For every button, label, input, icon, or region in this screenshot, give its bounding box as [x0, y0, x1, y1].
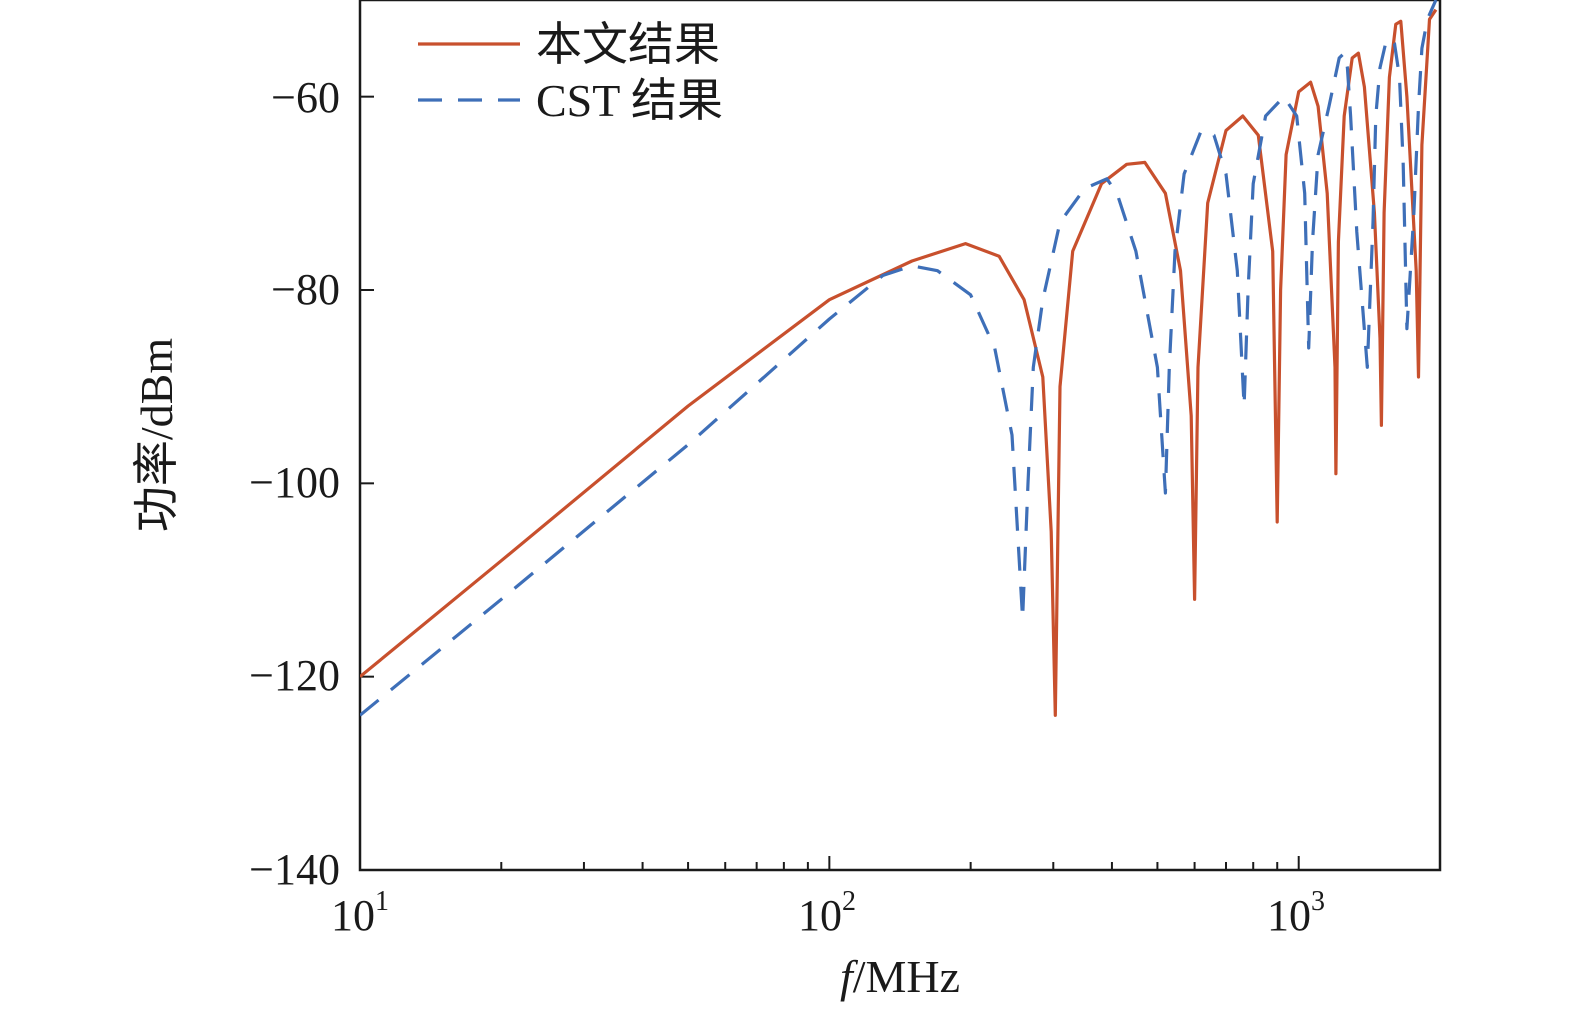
y-tick-label-60: −60: [271, 73, 340, 122]
y-axis-ticks: [360, 95, 374, 871]
x-tick-label-2: 102: [798, 886, 856, 940]
y-tick-label-80: −80: [271, 265, 340, 314]
y-tick-label-100: −100: [249, 458, 340, 507]
x-axis-label: f/MHz: [840, 951, 960, 1002]
y-tick-label-140: −140: [249, 845, 340, 894]
x-axis-ticks: [359, 856, 1441, 870]
legend: 本文结果 CST 结果: [418, 19, 723, 126]
series-layer: [360, 0, 1438, 717]
series-line-cst: [360, 0, 1438, 717]
plot-frame: [358, 0, 1442, 872]
series-line-this-paper: [360, 8, 1438, 717]
x-tick-label-3: 103: [1267, 886, 1325, 940]
x-tick-label-1: 101: [331, 886, 389, 940]
y-axis-label: 功率/dBm: [131, 338, 182, 532]
legend-label-1: 本文结果: [536, 19, 720, 70]
legend-label-2: CST 结果: [536, 75, 723, 126]
y-tick-label-120: −120: [249, 651, 340, 700]
